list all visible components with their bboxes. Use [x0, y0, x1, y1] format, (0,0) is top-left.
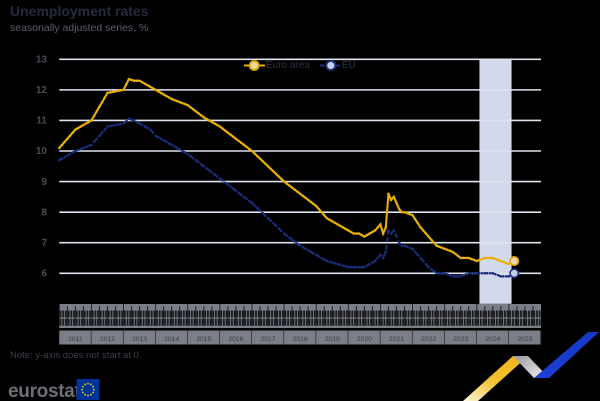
svg-text:9: 9 [41, 177, 47, 188]
svg-text:2021: 2021 [389, 336, 404, 343]
svg-text:6: 6 [41, 268, 47, 279]
svg-text:11: 11 [36, 116, 47, 127]
svg-text:7: 7 [41, 238, 47, 249]
svg-text:8: 8 [41, 207, 47, 218]
svg-text:13: 13 [36, 55, 48, 66]
svg-text:2016: 2016 [228, 336, 243, 343]
svg-text:2023: 2023 [453, 336, 468, 343]
svg-text:2013: 2013 [132, 336, 147, 343]
svg-text:2024: 2024 [485, 336, 500, 343]
svg-text:2011: 2011 [68, 336, 83, 343]
svg-text:2015: 2015 [196, 336, 211, 343]
svg-text:2017: 2017 [260, 336, 275, 343]
svg-text:2018: 2018 [293, 336, 308, 343]
svg-text:2020: 2020 [357, 336, 372, 343]
svg-text:2022: 2022 [421, 336, 436, 343]
svg-text:2012: 2012 [100, 336, 115, 343]
svg-text:2025: 2025 [517, 336, 532, 343]
svg-text:12: 12 [36, 85, 48, 96]
svg-text:10: 10 [36, 146, 48, 157]
svg-text:2014: 2014 [164, 336, 179, 343]
svg-text:2019: 2019 [325, 336, 340, 343]
